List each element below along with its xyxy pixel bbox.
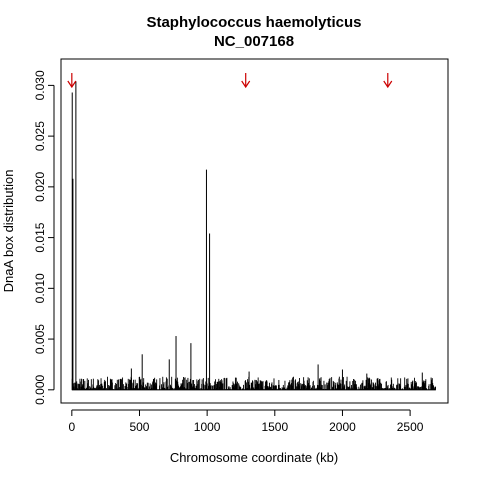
y-tick-label: 0.025 [33, 121, 47, 151]
y-tick-label: 0.030 [33, 70, 47, 100]
y-tick-label: 0.000 [33, 374, 47, 404]
chart-title: Staphylococcus haemolyticus [146, 14, 361, 31]
bars [71, 81, 436, 391]
x-tick-label: 1000 [194, 420, 221, 434]
y-tick-label: 0.015 [33, 222, 47, 252]
origin-arrow-icon [383, 73, 393, 89]
arrows [67, 73, 393, 89]
chart-subtitle: NC_007168 [214, 33, 294, 50]
x-tick-label: 1500 [261, 420, 288, 434]
y-tick-label: 0.020 [33, 172, 47, 202]
x-axis-label: Chromosome coordinate (kb) [170, 450, 338, 465]
x-tick-label: 2000 [329, 420, 356, 434]
y-axis-label: DnaA box distribution [1, 170, 16, 293]
x-tick-label: 500 [129, 420, 149, 434]
x-axis: 0 500 1000 1500 2000 2500 [68, 409, 424, 434]
y-tick-label: 0.005 [33, 324, 47, 354]
origin-arrow-icon [241, 73, 251, 89]
x-tick-label: 2500 [397, 420, 424, 434]
y-axis: 0.000 0.005 0.010 0.015 0.020 0.025 0.030 [33, 70, 55, 405]
origin-arrow-icon [67, 73, 77, 89]
x-tick-label: 0 [68, 420, 75, 434]
plot-frame [60, 58, 449, 404]
y-tick-label: 0.010 [33, 273, 47, 303]
